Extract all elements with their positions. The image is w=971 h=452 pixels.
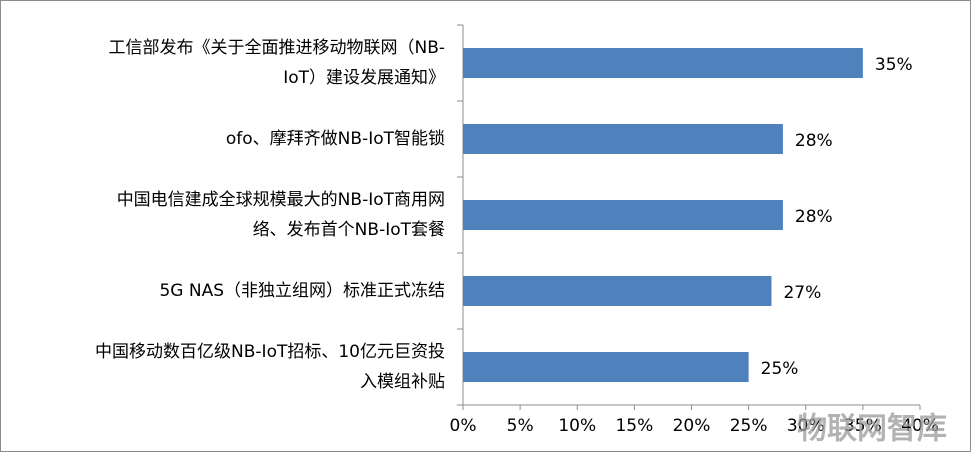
x-tick-label: 25%: [730, 416, 768, 436]
bar: [463, 200, 783, 230]
value-label: 27%: [783, 283, 821, 303]
bar: [463, 48, 863, 78]
x-tick-label: 35%: [844, 416, 882, 436]
x-tick-label: 10%: [558, 416, 596, 436]
x-tick-label: 40%: [901, 416, 939, 436]
category-label: 中国电信建成全球规模最大的NB-IoT商用网 络、发布首个NB-IoT套餐: [116, 190, 445, 240]
value-label: 28%: [795, 207, 833, 227]
bar: [463, 124, 783, 154]
bar: [463, 352, 749, 382]
category-label: 中国移动数百亿级NB-IoT招标、10亿元巨资投 入模组补贴: [95, 342, 445, 392]
value-label: 28%: [795, 131, 833, 151]
category-label: ofo、摩拜齐做NB-IoT智能锁: [225, 129, 445, 149]
x-tick-label: 20%: [673, 416, 711, 436]
bar: [463, 276, 772, 306]
value-label: 25%: [761, 359, 799, 379]
watermark: 物联网智库: [797, 412, 947, 447]
category-label: 工信部发布《关于全面推进移动物联网（NB- IoT）建设发展通知》: [108, 38, 445, 88]
x-tick-label: 0%: [450, 416, 477, 436]
x-tick-label: 30%: [787, 416, 825, 436]
x-tick-label: 15%: [615, 416, 653, 436]
x-tick-label: 5%: [507, 416, 534, 436]
category-label: 5G NAS（非独立组网）标准正式冻结: [159, 281, 445, 301]
value-label: 35%: [875, 55, 913, 75]
